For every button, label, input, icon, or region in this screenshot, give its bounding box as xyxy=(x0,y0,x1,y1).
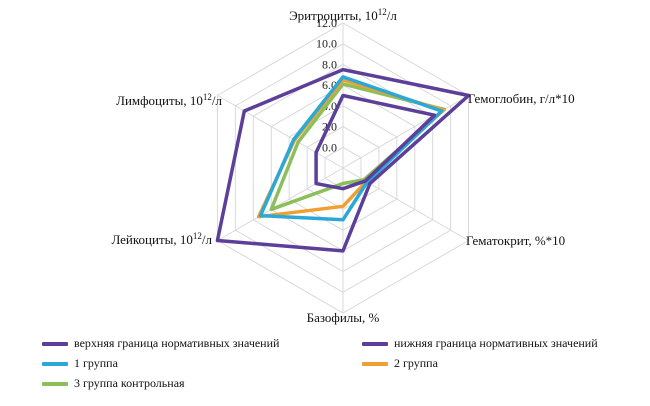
legend-item: нижняя граница нормативных значений xyxy=(362,336,598,351)
legend-swatch xyxy=(42,341,68,346)
legend-item: 1 группа xyxy=(42,356,118,371)
axis-label: Базофилы, % xyxy=(307,310,380,325)
legend-label: верхняя граница нормативных значений xyxy=(74,336,280,350)
legend-label: 1 группа xyxy=(74,356,118,370)
legend-swatch xyxy=(362,361,388,366)
legend-swatch xyxy=(362,341,388,346)
legend-item: верхняя граница нормативных значений xyxy=(42,336,279,351)
tick-label: 0.0 xyxy=(322,140,337,154)
legend-item: 2 группа xyxy=(362,356,438,371)
axis-label: Лимфоциты, 1012/л xyxy=(116,92,222,108)
chart-legend: верхняя граница нормативных значений нижн… xyxy=(0,330,650,400)
series-line xyxy=(215,67,471,253)
axis-label: Гемоглобин, г/л*10 xyxy=(468,91,575,106)
legend-swatch xyxy=(42,361,68,366)
legend-item: 3 группа контрольная xyxy=(42,376,185,391)
grid-spoke xyxy=(217,167,344,241)
grid-spoke xyxy=(217,95,344,169)
grid-spoke xyxy=(342,95,469,169)
axis-label: Гематокрит, %*10 xyxy=(466,233,565,248)
tick-label: 10.0 xyxy=(316,37,337,51)
tick-label: 12.0 xyxy=(316,16,337,30)
legend-label: 3 группа контрольная xyxy=(74,376,185,390)
legend-swatch xyxy=(42,381,68,386)
series-line xyxy=(258,75,444,222)
tick-label: 8.0 xyxy=(322,57,337,71)
axis-label: Эритроциты, 1012/л xyxy=(289,7,397,23)
legend-label: 2 группа xyxy=(394,356,438,370)
axis-label: Лейкоциты, 1012/л xyxy=(111,231,212,247)
legend-label: нижняя граница нормативных значений xyxy=(394,336,598,350)
series-line xyxy=(314,93,437,191)
